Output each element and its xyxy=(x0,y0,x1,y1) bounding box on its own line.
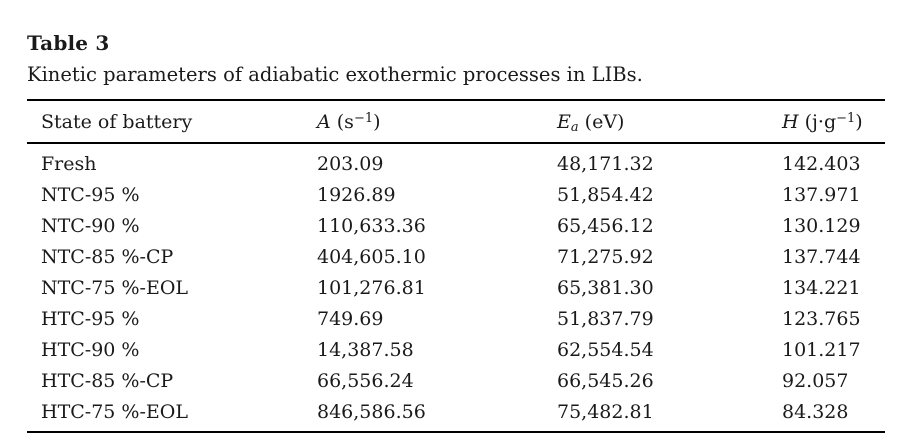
cell-Ea: 62,554.54 xyxy=(557,338,654,361)
table-row: Fresh 203.09 48,171.32 142.403 xyxy=(27,143,885,179)
cell-Ea: 66,545.26 xyxy=(557,369,654,392)
cell-state: Fresh xyxy=(41,152,97,175)
table-body: Fresh 203.09 48,171.32 142.403 NTC-95 % 1926.… xyxy=(27,143,885,432)
table-row: HTC-75 %-EOL 846,586.56 75,482.81 84.328 xyxy=(27,396,885,432)
cell-H: 130.129 xyxy=(782,214,861,237)
cell-state: NTC-85 %-CP xyxy=(41,245,174,268)
cell-A: 749.69 xyxy=(317,307,384,330)
table-row: NTC-85 %-CP 404,605.10 71,275.92 137.744 xyxy=(27,241,885,272)
table-row: HTC-95 % 749.69 51,837.79 123.765 xyxy=(27,303,885,334)
cell-state: HTC-75 %-EOL xyxy=(41,400,188,423)
table-row: NTC-90 % 110,633.36 65,456.12 130.129 xyxy=(27,210,885,241)
cell-A: 1926.89 xyxy=(317,183,396,206)
cell-state: NTC-95 % xyxy=(41,183,140,206)
table-header: State of battery A (s−1) Ea (eV) H (j·g−1) xyxy=(27,100,885,143)
cell-state: NTC-75 %-EOL xyxy=(41,276,189,299)
cell-A: 404,605.10 xyxy=(317,245,426,268)
column-header-A: A (s−1) xyxy=(317,110,381,133)
cell-H: 137.971 xyxy=(782,183,861,206)
kinetic-parameters-table: State of battery A (s−1) Ea (eV) H (j·g−1) … xyxy=(27,99,885,433)
cell-A: 110,633.36 xyxy=(317,214,426,237)
cell-A: 66,556.24 xyxy=(317,369,414,392)
cell-A: 101,276.81 xyxy=(317,276,426,299)
cell-Ea: 65,381.30 xyxy=(557,276,654,299)
cell-Ea: 71,275.92 xyxy=(557,245,654,268)
table-header-row: State of battery A (s−1) Ea (eV) H (j·g−1) xyxy=(27,100,885,143)
cell-A: 14,387.58 xyxy=(317,338,414,361)
cell-H: 142.403 xyxy=(782,152,861,175)
cell-state: NTC-90 % xyxy=(41,214,140,237)
column-header-Ea: Ea (eV) xyxy=(557,110,625,135)
cell-H: 137.744 xyxy=(782,245,861,268)
cell-Ea: 51,837.79 xyxy=(557,307,654,330)
table-row: HTC-85 %-CP 66,556.24 66,545.26 92.057 xyxy=(27,365,885,396)
cell-A: 203.09 xyxy=(317,152,384,175)
table-caption-block: Table 3 Kinetic parameters of adiabatic … xyxy=(27,30,885,88)
table-row: HTC-90 % 14,387.58 62,554.54 101.217 xyxy=(27,334,885,365)
cell-H: 101.217 xyxy=(782,338,861,361)
table-caption-text: Kinetic parameters of adiabatic exotherm… xyxy=(27,63,643,86)
cell-H: 123.765 xyxy=(782,307,861,330)
cell-Ea: 65,456.12 xyxy=(557,214,654,237)
column-header-H: H (j·g−1) xyxy=(782,110,863,133)
column-header-state: State of battery xyxy=(41,110,193,133)
table-number-label: Table 3 xyxy=(27,31,110,55)
cell-Ea: 48,171.32 xyxy=(557,152,654,175)
cell-H: 134.221 xyxy=(782,276,861,299)
cell-Ea: 75,482.81 xyxy=(557,400,654,423)
cell-Ea: 51,854.42 xyxy=(557,183,654,206)
table-row: NTC-95 % 1926.89 51,854.42 137.971 xyxy=(27,179,885,210)
cell-state: HTC-85 %-CP xyxy=(41,369,174,392)
cell-state: HTC-90 % xyxy=(41,338,140,361)
cell-H: 92.057 xyxy=(782,369,849,392)
cell-A: 846,586.56 xyxy=(317,400,426,423)
table-row: NTC-75 %-EOL 101,276.81 65,381.30 134.221 xyxy=(27,272,885,303)
cell-H: 84.328 xyxy=(782,400,849,423)
cell-state: HTC-95 % xyxy=(41,307,140,330)
